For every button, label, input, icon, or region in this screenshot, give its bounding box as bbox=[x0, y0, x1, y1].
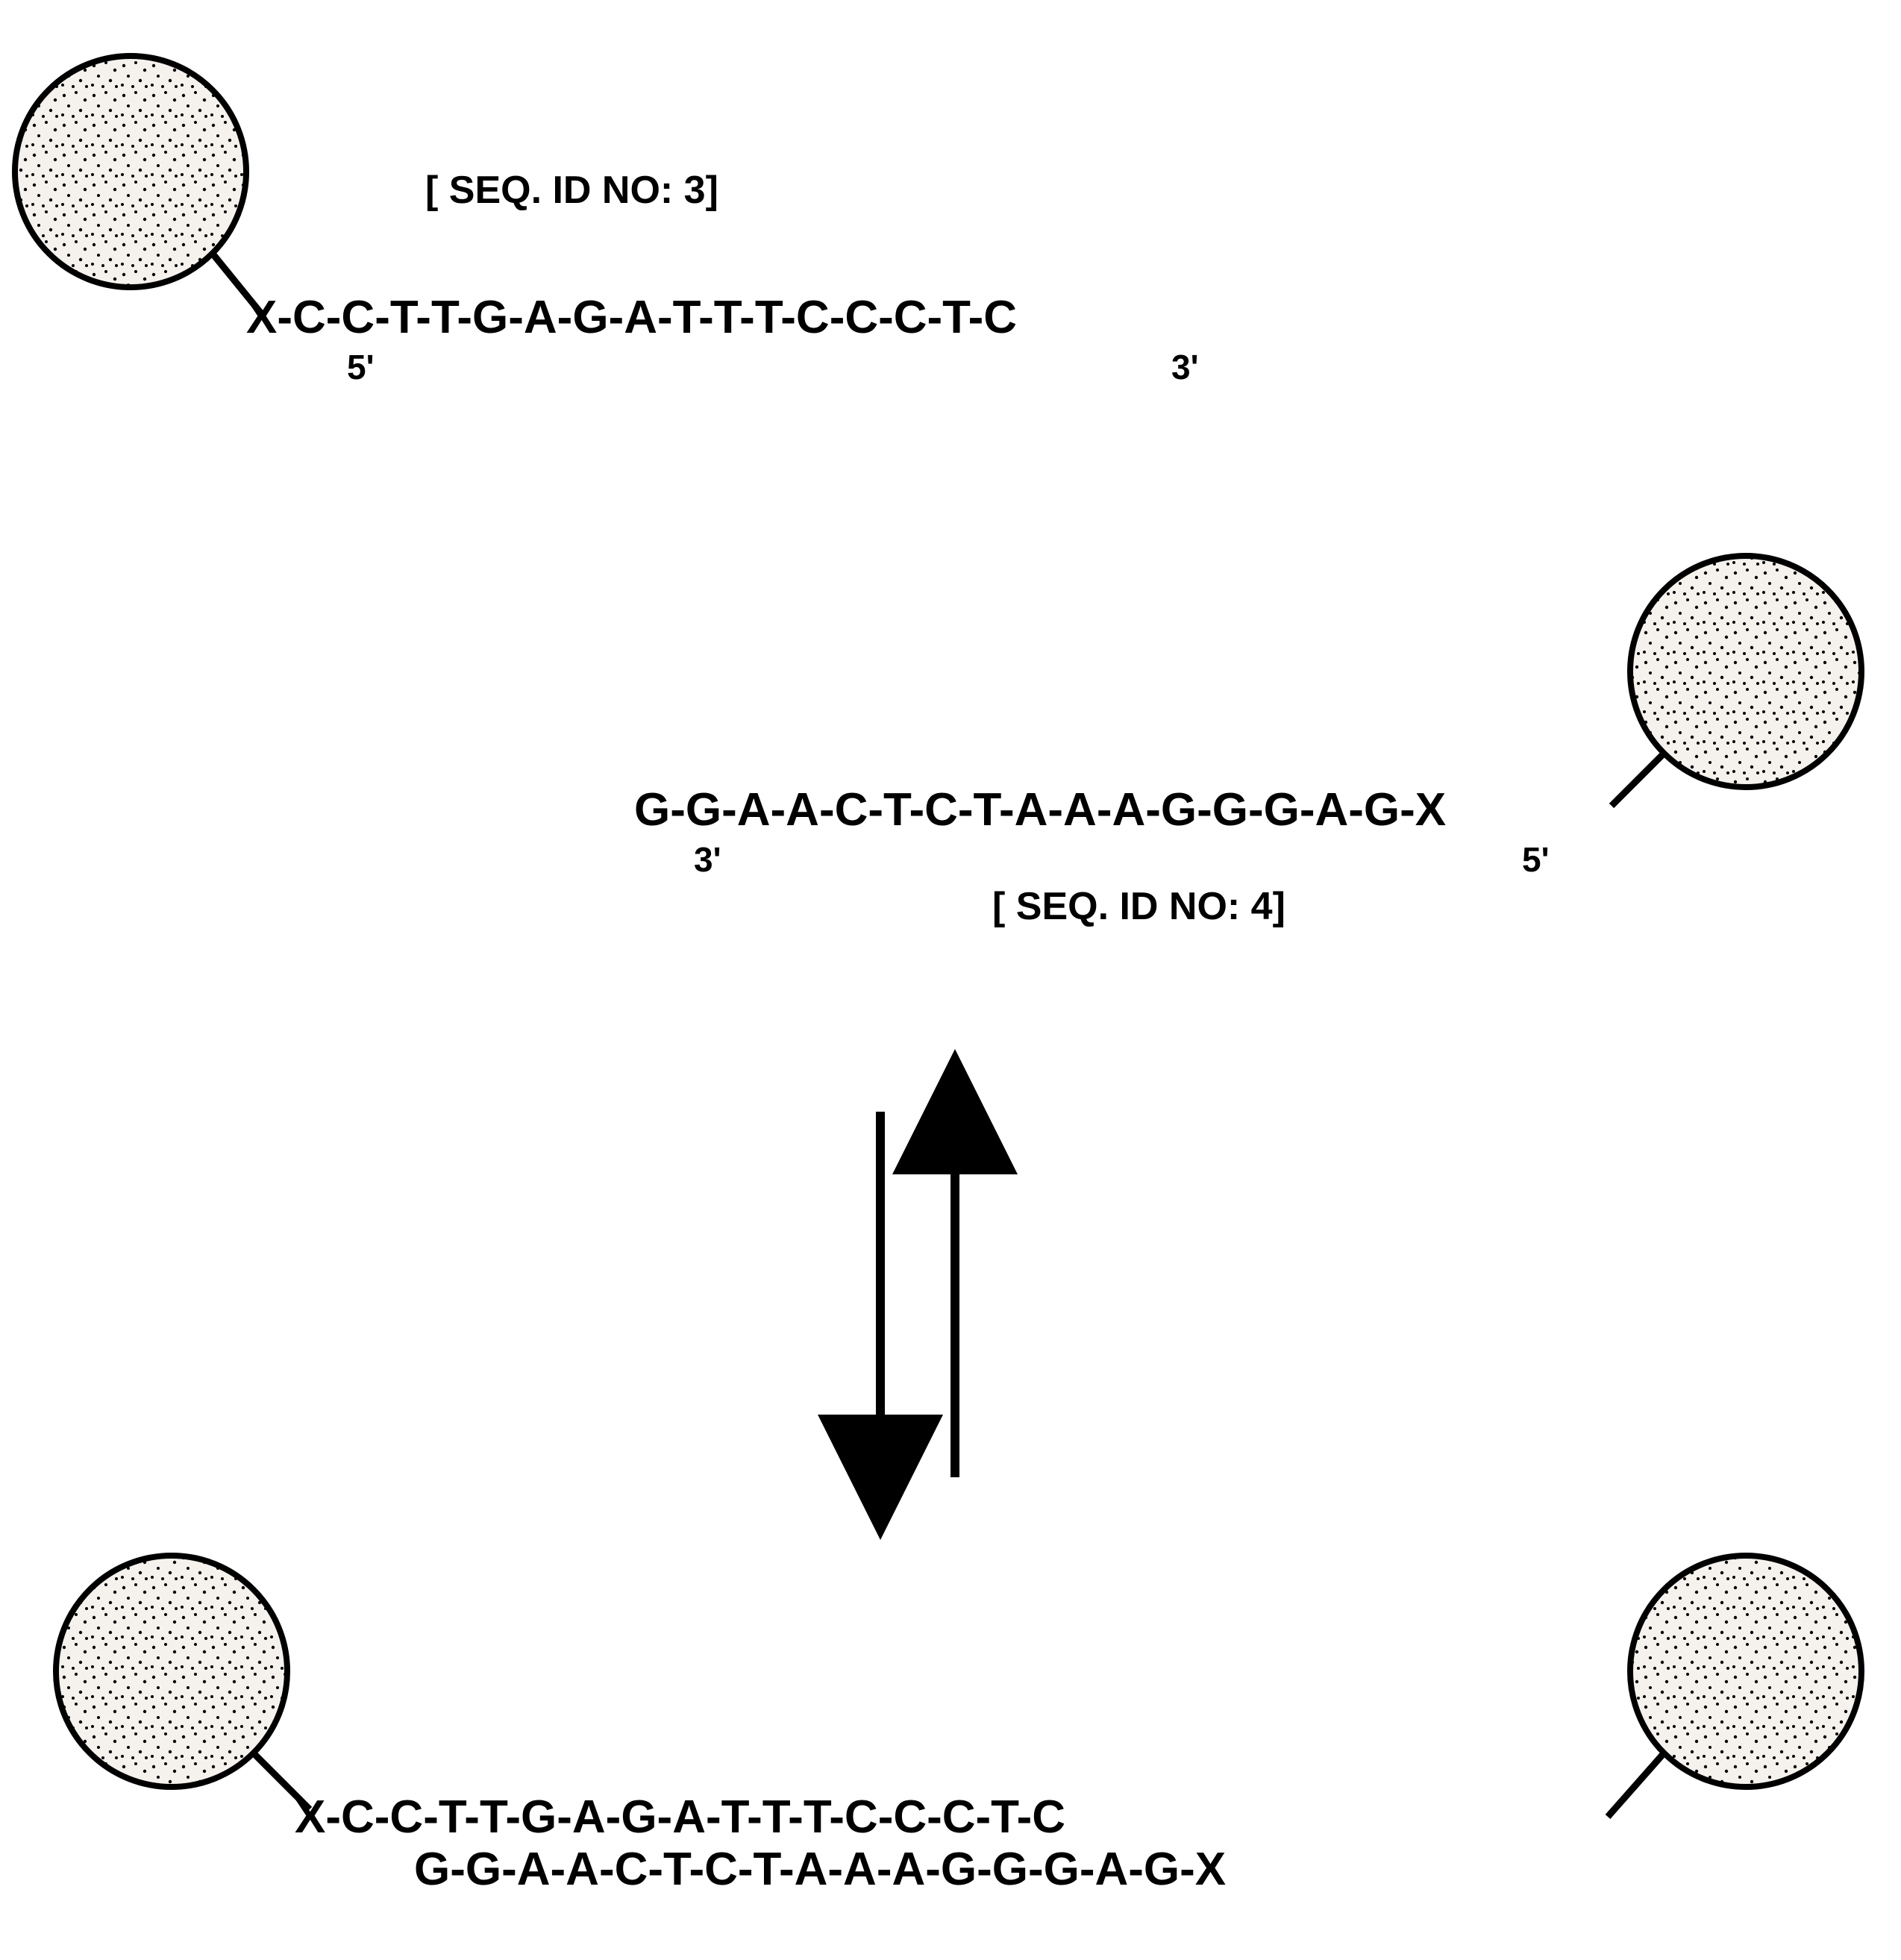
top-strand-particle-group bbox=[15, 56, 261, 313]
second-strand-particle-group bbox=[1612, 556, 1861, 806]
duplex-right-particle-group bbox=[1608, 1556, 1861, 1817]
duplex-top-sequence: X-C-C-T-T-G-A-G-A-T-T-T-C-C-C-T-C bbox=[295, 1791, 1065, 1844]
equilibrium-arrows bbox=[880, 1112, 955, 1477]
second-strand-3prime: 3' bbox=[694, 839, 721, 880]
nanoparticle-icon bbox=[56, 1556, 287, 1787]
duplex-left-particle-group bbox=[56, 1556, 310, 1809]
connector-line bbox=[1612, 754, 1664, 806]
nanoparticle-icon bbox=[15, 56, 246, 287]
top-strand-sequence: X-C-C-T-T-G-A-G-A-T-T-T-C-C-C-T-C bbox=[246, 291, 1017, 344]
second-strand-5prime: 5' bbox=[1522, 839, 1550, 880]
duplex-bottom-sequence: G-G-A-A-C-T-C-T-A-A-A-G-G-G-A-G-X bbox=[414, 1843, 1226, 1896]
top-strand-5prime: 5' bbox=[347, 347, 375, 387]
nanoparticle-icon bbox=[1630, 556, 1861, 787]
seq-id-label-4: [ SEQ. ID NO: 4] bbox=[992, 884, 1285, 929]
seq-id-label-3: [ SEQ. ID NO: 3] bbox=[425, 168, 718, 213]
connector-line bbox=[1608, 1753, 1664, 1817]
second-strand-sequence: G-G-A-A-C-T-C-T-A-A-A-G-G-G-A-G-X bbox=[634, 783, 1446, 836]
figure-canvas: [ SEQ. ID NO: 3] X-C-C-T-T-G-A-G-A-T-T-T… bbox=[0, 0, 1901, 1960]
top-strand-3prime: 3' bbox=[1171, 347, 1199, 387]
nanoparticle-icon bbox=[1630, 1556, 1861, 1787]
